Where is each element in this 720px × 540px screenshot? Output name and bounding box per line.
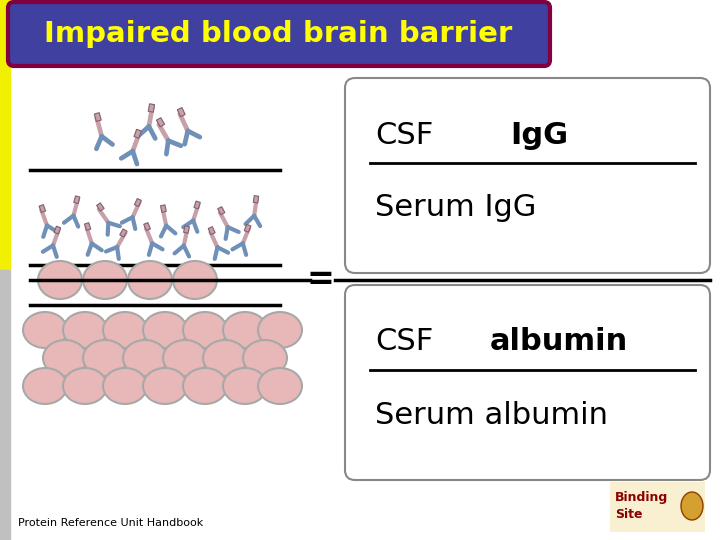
Bar: [135, 199, 141, 206]
Ellipse shape: [83, 261, 127, 299]
Bar: [156, 118, 165, 127]
Ellipse shape: [183, 368, 227, 404]
Bar: [144, 222, 150, 231]
Ellipse shape: [63, 312, 107, 348]
FancyBboxPatch shape: [345, 78, 710, 273]
Ellipse shape: [243, 340, 287, 376]
FancyBboxPatch shape: [8, 2, 550, 66]
Bar: [0, 270, 10, 540]
Ellipse shape: [258, 368, 302, 404]
Text: albumin: albumin: [490, 327, 629, 356]
Ellipse shape: [128, 261, 172, 299]
Bar: [244, 224, 251, 232]
Text: =: =: [306, 264, 334, 296]
Ellipse shape: [143, 368, 187, 404]
Text: Impaired blood brain barrier: Impaired blood brain barrier: [44, 20, 512, 48]
Ellipse shape: [38, 261, 82, 299]
Ellipse shape: [258, 312, 302, 348]
Bar: [39, 205, 45, 213]
Ellipse shape: [183, 312, 227, 348]
Bar: [194, 201, 200, 209]
Bar: [184, 226, 189, 233]
Bar: [73, 196, 80, 204]
Ellipse shape: [23, 368, 67, 404]
FancyBboxPatch shape: [345, 285, 710, 480]
Text: CSF: CSF: [375, 120, 433, 150]
Bar: [253, 195, 258, 203]
Bar: [161, 205, 166, 212]
Bar: [217, 207, 225, 215]
Ellipse shape: [103, 312, 147, 348]
Ellipse shape: [83, 340, 127, 376]
Bar: [148, 104, 155, 112]
Ellipse shape: [123, 340, 167, 376]
Ellipse shape: [681, 492, 703, 520]
Bar: [120, 229, 127, 237]
Text: CSF: CSF: [375, 327, 433, 356]
Bar: [96, 203, 104, 211]
Bar: [94, 113, 102, 122]
Text: Serum IgG: Serum IgG: [375, 193, 536, 222]
Bar: [84, 222, 91, 231]
Ellipse shape: [143, 312, 187, 348]
Text: Binding: Binding: [615, 490, 668, 503]
Ellipse shape: [203, 340, 247, 376]
Text: Serum albumin: Serum albumin: [375, 401, 608, 429]
Ellipse shape: [223, 312, 267, 348]
Bar: [0, 0, 10, 270]
Ellipse shape: [23, 312, 67, 348]
Bar: [54, 226, 60, 234]
Text: Protein Reference Unit Handbook: Protein Reference Unit Handbook: [18, 518, 203, 528]
Ellipse shape: [103, 368, 147, 404]
Bar: [134, 129, 141, 138]
Ellipse shape: [223, 368, 267, 404]
Bar: [208, 227, 215, 235]
Ellipse shape: [43, 340, 87, 376]
Text: IgG: IgG: [510, 120, 568, 150]
Ellipse shape: [63, 368, 107, 404]
Bar: [177, 107, 185, 117]
Text: Site: Site: [615, 509, 642, 522]
Bar: [610, 482, 705, 532]
Ellipse shape: [173, 261, 217, 299]
Ellipse shape: [163, 340, 207, 376]
